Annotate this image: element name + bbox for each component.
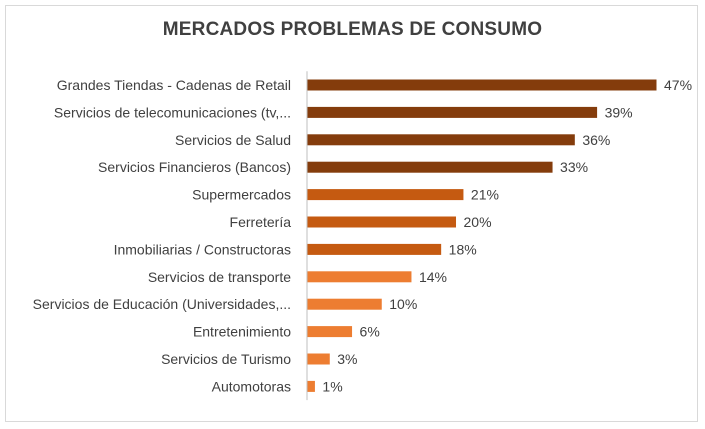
category-labels: Grandes Tiendas - Cadenas de Retail Servi… (33, 77, 292, 394)
category-label: Inmobiliarias / Constructoras (114, 241, 291, 257)
bar (307, 353, 330, 365)
bar (307, 380, 315, 392)
category-label: Automotoras (212, 378, 291, 394)
category-label: Servicios de telecomunicaciones (tv,... (54, 104, 291, 120)
data-label: 20% (464, 214, 492, 230)
bar (307, 298, 382, 310)
bar (307, 216, 457, 228)
bar (307, 79, 657, 91)
data-label: 33% (560, 159, 588, 175)
bar (307, 161, 553, 173)
data-label: 39% (605, 104, 633, 120)
bar (307, 134, 575, 146)
bar (307, 189, 464, 201)
bars (307, 79, 657, 392)
category-label: Servicios de Educación (Universidades,..… (33, 296, 291, 312)
category-label: Entretenimiento (193, 324, 291, 340)
data-label: 1% (322, 378, 342, 394)
data-label: 6% (360, 324, 380, 340)
bar (307, 106, 598, 118)
bar (307, 271, 412, 283)
chart-frame (5, 5, 698, 422)
data-label: 21% (471, 187, 499, 203)
data-label: 3% (337, 351, 357, 367)
category-label: Servicios de transporte (148, 269, 291, 285)
data-label: 18% (449, 241, 477, 257)
chart-title: MERCADOS PROBLEMAS DE CONSUMO (162, 19, 543, 40)
data-label: 47% (664, 77, 692, 93)
bar (307, 326, 353, 338)
data-label: 10% (389, 296, 417, 312)
data-label: 36% (582, 132, 610, 148)
category-label: Servicios de Salud (175, 132, 291, 148)
bar (307, 243, 442, 255)
category-label: Servicios de Turismo (161, 351, 291, 367)
category-label: Ferretería (230, 214, 292, 230)
data-label: 14% (419, 269, 447, 285)
category-label: Supermercados (192, 187, 291, 203)
value-labels: 47% 39% 36% 33% 21% 20% 18%14%10% 6%3% 1% (322, 77, 692, 394)
category-label: Grandes Tiendas - Cadenas de Retail (57, 77, 291, 93)
category-label: Servicios Financieros (Bancos) (98, 159, 291, 175)
